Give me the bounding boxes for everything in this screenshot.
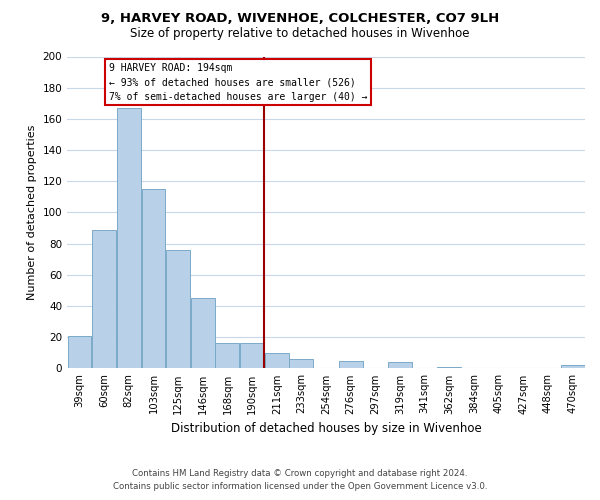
- X-axis label: Distribution of detached houses by size in Wivenhoe: Distribution of detached houses by size …: [171, 422, 481, 435]
- Bar: [437, 367, 461, 368]
- Text: Size of property relative to detached houses in Wivenhoe: Size of property relative to detached ho…: [130, 28, 470, 40]
- Bar: [92, 230, 116, 368]
- Text: 9, HARVEY ROAD, WIVENHOE, COLCHESTER, CO7 9LH: 9, HARVEY ROAD, WIVENHOE, COLCHESTER, CO…: [101, 12, 499, 26]
- Bar: [166, 250, 190, 368]
- Bar: [388, 362, 412, 368]
- Bar: [117, 108, 141, 368]
- Bar: [265, 353, 289, 368]
- Y-axis label: Number of detached properties: Number of detached properties: [27, 125, 37, 300]
- Text: 9 HARVEY ROAD: 194sqm
← 93% of detached houses are smaller (526)
7% of semi-deta: 9 HARVEY ROAD: 194sqm ← 93% of detached …: [109, 62, 368, 102]
- Bar: [191, 298, 215, 368]
- Bar: [142, 189, 166, 368]
- Bar: [215, 344, 239, 368]
- Bar: [339, 360, 363, 368]
- Bar: [289, 359, 313, 368]
- Bar: [240, 344, 264, 368]
- Text: Contains HM Land Registry data © Crown copyright and database right 2024.
Contai: Contains HM Land Registry data © Crown c…: [113, 470, 487, 491]
- Bar: [561, 366, 584, 368]
- Bar: [68, 336, 91, 368]
